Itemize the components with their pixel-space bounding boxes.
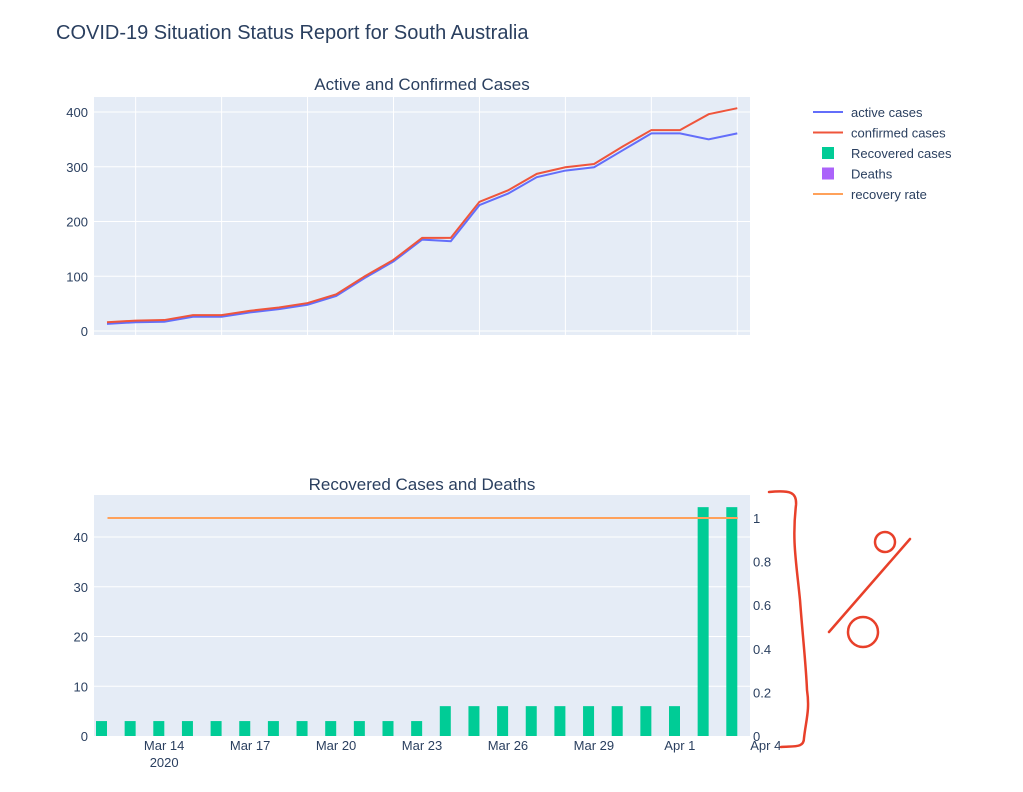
x-tick-label: Mar 23: [402, 738, 442, 753]
panel-title: Recovered Cases and Deaths: [309, 475, 536, 494]
recovered-bar: [239, 721, 251, 736]
y2-tick-label: 0.4: [753, 642, 771, 657]
recovered-bar: [439, 706, 451, 736]
legend-label: recovery rate: [851, 187, 927, 202]
legend-label: Deaths: [851, 167, 893, 182]
recovered-deaths-panel: 0 10 20 30 40 0 0.2 0.4 0.6 0.8 1 Recovered Cases a…: [74, 475, 782, 770]
recovered-bar: [411, 721, 423, 736]
y-tick-label: 0: [81, 324, 88, 339]
y2-tick-label: 0: [753, 729, 760, 744]
y2-tick-label: 0.2: [753, 685, 771, 700]
recovered-bar: [697, 507, 709, 736]
y2-tick-label: 0.8: [753, 555, 771, 570]
legend-item-deaths[interactable]: Deaths: [822, 167, 893, 182]
legend-label: active cases: [851, 105, 923, 120]
recovered-bar: [153, 721, 165, 736]
recovered-bar: [583, 706, 595, 736]
brace-mark: [767, 490, 810, 749]
x-tick-label: Mar 17: [230, 738, 270, 753]
legend[interactable]: active cases confirmed cases Recovered cas…: [813, 105, 952, 202]
x-tick-label: Apr 4: [750, 738, 781, 753]
recovered-bar: [468, 706, 480, 736]
handwritten-annotation: [767, 490, 912, 749]
recovered-bar: [726, 507, 738, 736]
legend-item-recovery-rate[interactable]: recovery rate: [813, 187, 927, 202]
recovered-bar: [181, 721, 193, 736]
page-title: COVID-19 Situation Status Report for Sou…: [56, 22, 529, 44]
recovered-bar: [669, 706, 680, 736]
recovered-bar: [382, 721, 394, 736]
recovered-bar: [497, 706, 509, 736]
percent-upper-circle: [873, 530, 897, 554]
panel-title: Active and Confirmed Cases: [314, 75, 529, 94]
y-tick-label: 200: [66, 215, 88, 230]
recovered-bar: [210, 721, 222, 736]
plot-area: [94, 495, 750, 736]
percent-slash: [827, 537, 912, 634]
recovered-bar: [353, 721, 365, 736]
active-cases-line: [106, 132, 738, 325]
x-tick-label: Mar 29: [574, 738, 614, 753]
recovered-bar: [640, 706, 652, 736]
confirmed-cases-line: [106, 107, 738, 324]
x-year-label: 2020: [150, 755, 179, 770]
recovered-bar: [296, 721, 308, 736]
recovered-bar: [96, 721, 107, 736]
y-tick-label: 30: [74, 580, 88, 595]
legend-item-confirmed-cases[interactable]: confirmed cases: [813, 126, 946, 141]
y-tick-label: 300: [66, 160, 88, 175]
legend-label: Recovered cases: [851, 146, 952, 161]
legend-item-recovered-cases[interactable]: Recovered cases: [822, 146, 952, 161]
y-tick-label: 400: [66, 105, 88, 120]
recovered-bar: [124, 721, 136, 736]
y-tick-label: 20: [74, 630, 88, 645]
x-tick-label: Apr 1: [664, 738, 695, 753]
recovered-bar: [554, 706, 566, 736]
legend-square-swatch: [822, 167, 834, 180]
x-tick-label: Mar 26: [488, 738, 528, 753]
y-tick-label: 100: [66, 269, 88, 284]
legend-square-swatch: [822, 147, 834, 159]
active-confirmed-panel: 0 100 200 300 400 Active and Confirmed Cases: [66, 75, 750, 339]
legend-label: confirmed cases: [851, 126, 946, 141]
percent-lower-circle: [846, 615, 880, 649]
recovered-bar: [325, 721, 337, 736]
x-tick-label: Mar 14: [144, 738, 184, 753]
x-tick-label: Mar 20: [316, 738, 356, 753]
recovered-bar: [525, 706, 537, 736]
y2-tick-label: 0.6: [753, 598, 771, 613]
y-tick-label: 0: [81, 729, 88, 744]
y2-tick-label: 1: [753, 511, 760, 526]
y-tick-label: 40: [74, 530, 88, 545]
legend-item-active-cases[interactable]: active cases: [813, 105, 923, 120]
recovered-bar: [267, 721, 279, 736]
recovered-bar: [611, 706, 623, 736]
y-tick-label: 10: [74, 679, 88, 694]
